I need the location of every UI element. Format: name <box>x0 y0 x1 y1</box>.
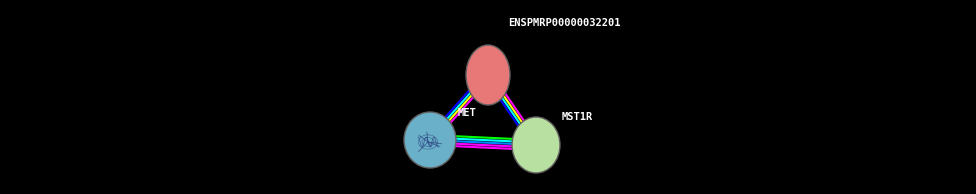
Text: MET: MET <box>458 108 476 118</box>
Text: ENSPMRP00000032201: ENSPMRP00000032201 <box>508 18 621 28</box>
Ellipse shape <box>512 117 560 173</box>
Ellipse shape <box>466 45 510 105</box>
Ellipse shape <box>404 112 456 168</box>
Text: MST1R: MST1R <box>562 112 593 122</box>
